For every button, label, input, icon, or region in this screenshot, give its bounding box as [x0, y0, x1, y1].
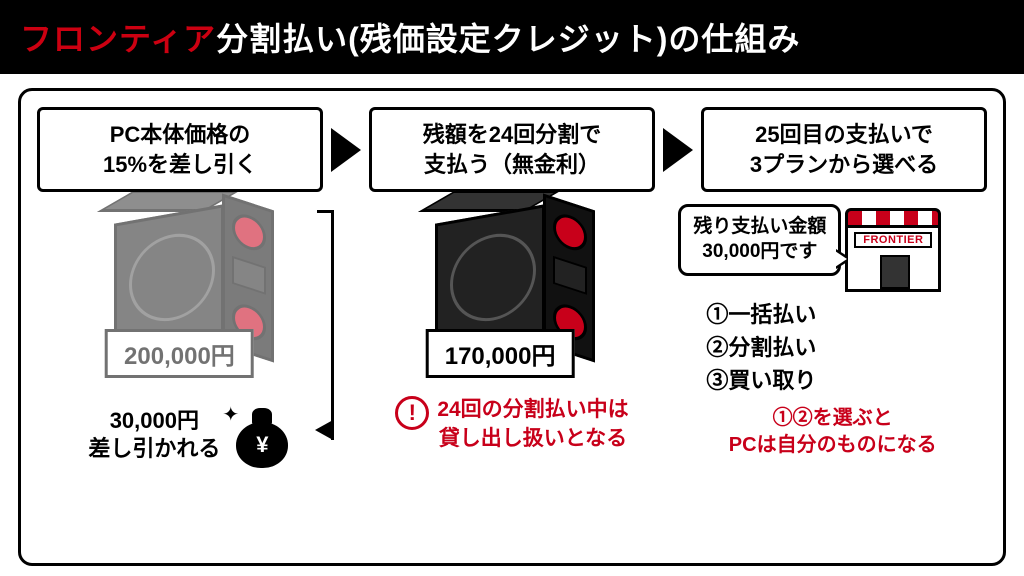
store-sign: FRONTIER	[854, 232, 932, 248]
step-3-box: 25回目の支払いで 3プランから選べる	[701, 107, 987, 192]
option-3: ③買い取り	[706, 364, 816, 397]
warning-line1: 24回の分割払い中は	[437, 396, 628, 424]
step-1-box: PC本体価格の 15%を差し引く	[37, 107, 323, 192]
bubble-line2: 30,000円です	[693, 240, 826, 265]
step-3-line2: 3プランから選べる	[718, 150, 970, 180]
option-1: ①一括払い	[706, 298, 816, 331]
columns: 200,000円 30,000円 差し引かれる ✦ ¥ 170,000円	[37, 204, 987, 553]
options-list: ①一括払い ②分割払い ③買い取り	[678, 298, 816, 397]
deduct-label: 差し引かれる	[88, 435, 220, 464]
pc-icon: 170,000円	[417, 204, 607, 374]
step-3-line1: 25回目の支払いで	[718, 120, 970, 150]
column-2: 170,000円 ! 24回の分割払い中は 貸し出し扱いとなる	[358, 204, 667, 553]
step-2-line2: 支払う（無金利）	[386, 150, 638, 180]
warning-line2: 貸し出し扱いとなる	[437, 425, 628, 453]
price-tag: 170,000円	[426, 329, 575, 378]
bubble-row: 残り支払い金額 30,000円です FRONTIER	[678, 204, 987, 292]
bubble-line1: 残り支払い金額	[693, 215, 826, 240]
warning-row: ! 24回の分割払い中は 貸し出し扱いとなる	[395, 396, 628, 453]
deduct-row: 30,000円 差し引かれる ✦ ¥	[88, 402, 294, 468]
main-frame: PC本体価格の 15%を差し引く 残額を24回分割で 支払う（無金利） 25回目…	[18, 88, 1006, 566]
option-2: ②分割払い	[706, 331, 816, 364]
flow-row: PC本体価格の 15%を差し引く 残額を24回分割で 支払う（無金利） 25回目…	[37, 107, 987, 192]
store-icon: FRONTIER	[845, 208, 941, 292]
title-bar: フロンティア分割払い(残価設定クレジット)の仕組み	[0, 0, 1024, 74]
deduct-text: 30,000円 差し引かれる	[88, 407, 220, 464]
warning-text: 24回の分割払い中は 貸し出し扱いとなる	[437, 396, 628, 453]
warning-icon: !	[395, 396, 429, 430]
deduct-connector	[331, 210, 334, 440]
note-line1: ①②を選ぶと	[678, 405, 987, 432]
money-bag-icon: ✦ ¥	[230, 402, 294, 468]
arrow-icon	[331, 128, 361, 172]
speech-bubble: 残り支払い金額 30,000円です	[678, 204, 841, 275]
final-note: ①②を選ぶと PCは自分のものになる	[678, 405, 987, 459]
column-1: 200,000円 30,000円 差し引かれる ✦ ¥	[37, 204, 346, 553]
yen-symbol: ¥	[236, 422, 288, 468]
title-accent: フロンティア	[20, 21, 216, 57]
step-2-box: 残額を24回分割で 支払う（無金利）	[369, 107, 655, 192]
step-1-line1: PC本体価格の	[54, 120, 306, 150]
note-line2: PCは自分のものになる	[678, 432, 987, 459]
deduct-amount: 30,000円	[88, 407, 220, 436]
title-rest: 分割払い(残価設定クレジット)の仕組み	[216, 21, 800, 57]
column-3: 残り支払い金額 30,000円です FRONTIER ①一括払い ②分割払い ③…	[678, 204, 987, 553]
pc-icon: 200,000円	[96, 204, 286, 374]
arrow-icon	[663, 128, 693, 172]
step-1-line2: 15%を差し引く	[54, 150, 306, 180]
sparkle-icon: ✦	[222, 402, 239, 427]
price-tag: 200,000円	[105, 329, 254, 378]
step-2-line1: 残額を24回分割で	[386, 120, 638, 150]
